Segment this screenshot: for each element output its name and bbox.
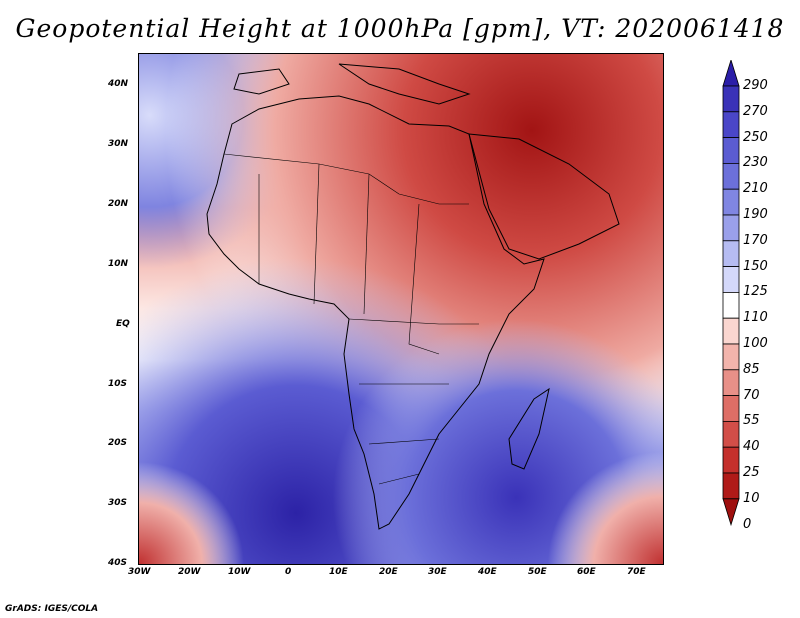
colorbar-swatch [722,111,740,138]
colorbar-label: 250 [743,129,768,145]
colorbar-label: 40 [743,439,760,455]
colorbar-label: 70 [743,387,760,403]
colorbar-label: 10 [743,490,760,506]
colorbar-swatch [722,85,740,113]
colorbar-swatch [722,163,740,190]
colorbar-top-arrow [722,60,740,87]
lat-label-40s: 40S [108,558,128,568]
colorbar-label: 150 [743,258,768,274]
lat-label-eq: EQ [116,319,130,329]
colorbar-label: 100 [743,336,768,351]
colorbar-swatch [722,188,740,216]
colorbar-swatch [722,291,740,319]
colorbar-swatch [722,317,740,345]
lat-label-10s: 10S [108,379,128,389]
country-borders [223,153,479,485]
lon-label-40e: 40E [478,567,497,577]
colorbar-swatch [722,420,740,448]
colorbar-swatch [722,137,740,164]
lon-label-20w: 20W [178,567,201,577]
colorbar-swatch [722,446,740,474]
colorbar-swatch [722,472,740,500]
height-field-map [139,54,663,564]
colorbar-label: 85 [743,361,760,377]
colorbar-swatch [722,369,740,396]
coastlines [206,63,620,530]
colorbar-bottom-arrow [722,498,740,527]
lon-label-70e: 70E [627,567,646,577]
lon-label-10e: 10E [329,567,348,577]
lat-label-20s: 20S [108,438,128,448]
colorbar-label: 270 [743,103,768,119]
lon-label-10w: 10W [228,567,251,577]
lon-label-30w: 30W [128,567,151,577]
colorbar-swatch [722,266,740,293]
lat-label-30n: 30N [108,139,129,149]
lat-label-10n: 10N [108,259,129,269]
colorbar-label: 230 [743,155,768,171]
lon-label-30e: 30E [428,567,447,577]
lat-label-40n: 40N [108,79,129,89]
colorbar-label: 210 [743,181,768,197]
lon-label-50e: 50E [528,567,547,577]
colorbar-label: 190 [743,207,768,222]
colorbar-swatch [722,240,740,268]
colorbar-swatch [722,343,740,371]
colorbar-label: 110 [743,310,768,326]
map-panel[interactable] [138,53,664,565]
colorbar-label: 55 [743,413,760,429]
colorbar-label: 170 [743,232,768,248]
lat-label-20n: 20N [108,199,129,209]
colorbar [722,60,740,527]
colorbar-label: 125 [743,284,768,300]
colorbar-swatch [722,214,740,242]
colorbar-swatch [722,395,740,422]
colorbar-label: 25 [743,465,760,480]
chart-title: Geopotential Height at 1000hPa [gpm], VT… [15,14,785,43]
lon-label-20e: 20E [379,567,398,577]
lat-label-30s: 30S [108,498,128,508]
credit-label: GrADS: IGES/COLA [5,604,99,614]
lon-label-60e: 60E [577,567,596,577]
colorbar-label: 0 [743,516,752,532]
lon-label-0: 0 [285,567,292,577]
colorbar-label: 290 [743,78,768,93]
